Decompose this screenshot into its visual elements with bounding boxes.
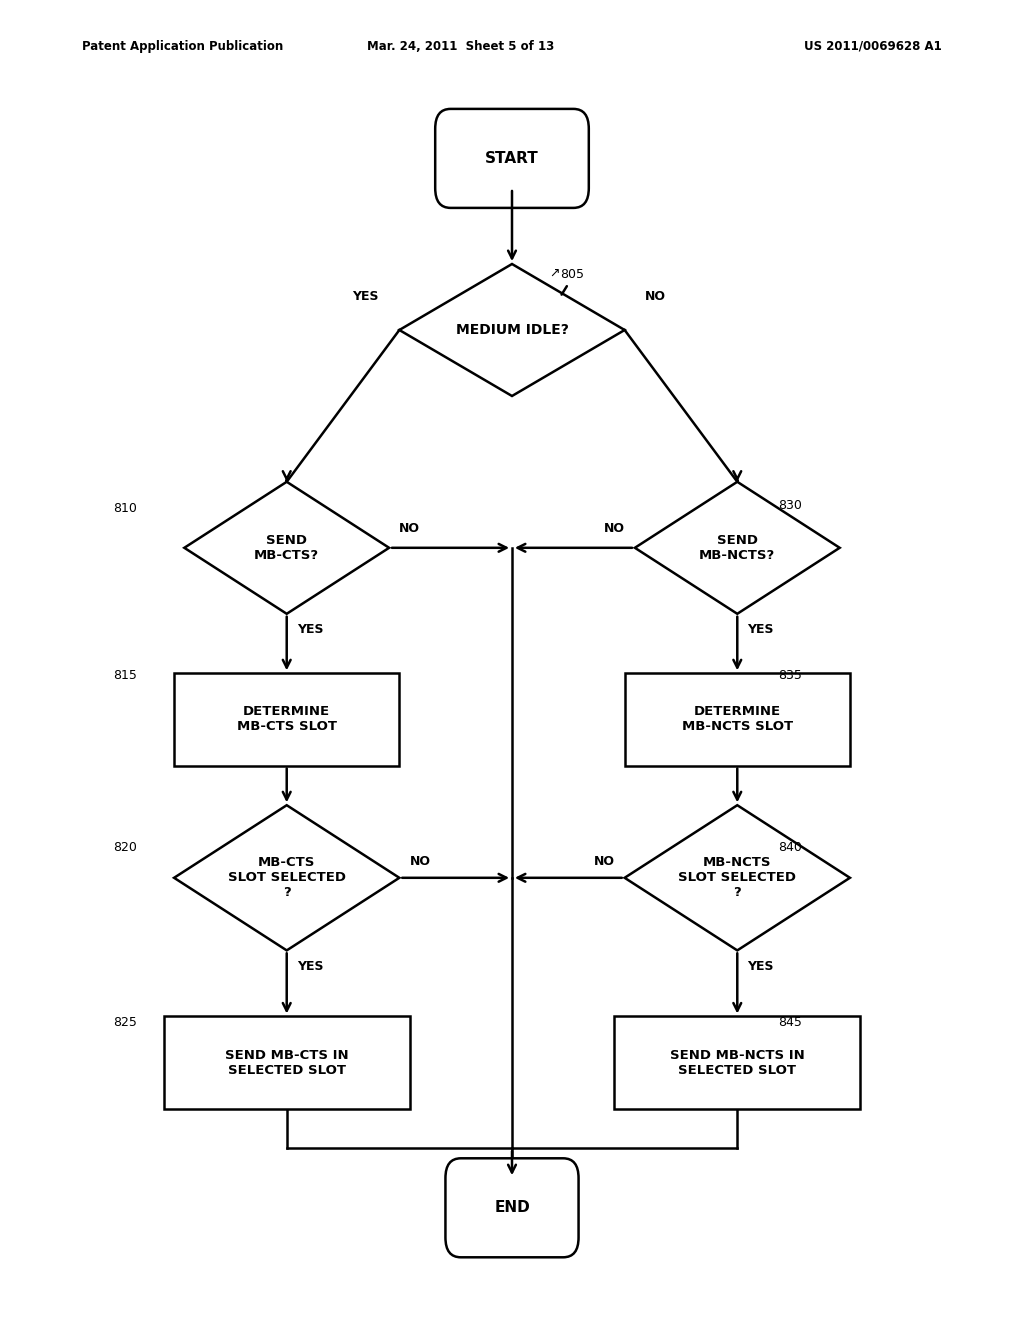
Text: YES: YES bbox=[297, 623, 324, 636]
Text: SEND MB-NCTS IN
SELECTED SLOT: SEND MB-NCTS IN SELECTED SLOT bbox=[670, 1048, 805, 1077]
Text: START: START bbox=[485, 150, 539, 166]
Text: NO: NO bbox=[410, 855, 431, 869]
Text: 840: 840 bbox=[778, 841, 802, 854]
Bar bbox=[614, 1016, 860, 1109]
Polygon shape bbox=[635, 482, 840, 614]
Text: US 2011/0069628 A1: US 2011/0069628 A1 bbox=[804, 40, 942, 53]
Text: FIG. 8A: FIG. 8A bbox=[469, 1237, 555, 1258]
Text: DETERMINE
MB-CTS SLOT: DETERMINE MB-CTS SLOT bbox=[237, 705, 337, 734]
Text: NO: NO bbox=[603, 521, 625, 535]
Text: NO: NO bbox=[399, 521, 421, 535]
Text: YES: YES bbox=[748, 623, 774, 636]
Text: 835: 835 bbox=[778, 669, 802, 682]
Polygon shape bbox=[399, 264, 625, 396]
Text: YES: YES bbox=[352, 290, 379, 304]
FancyBboxPatch shape bbox=[435, 110, 589, 207]
Text: YES: YES bbox=[297, 960, 324, 973]
Text: SEND MB-CTS IN
SELECTED SLOT: SEND MB-CTS IN SELECTED SLOT bbox=[225, 1048, 348, 1077]
Text: 830: 830 bbox=[778, 499, 802, 512]
Text: SEND
MB-CTS?: SEND MB-CTS? bbox=[254, 533, 319, 562]
Text: Patent Application Publication: Patent Application Publication bbox=[82, 40, 284, 53]
Text: $\nearrow$: $\nearrow$ bbox=[547, 267, 560, 280]
Text: NO: NO bbox=[645, 290, 667, 304]
Text: MB-NCTS
SLOT SELECTED
?: MB-NCTS SLOT SELECTED ? bbox=[678, 857, 797, 899]
Bar bbox=[164, 1016, 410, 1109]
Text: 825: 825 bbox=[113, 1016, 136, 1030]
Bar bbox=[625, 673, 850, 766]
Text: 810: 810 bbox=[113, 502, 136, 515]
Polygon shape bbox=[184, 482, 389, 614]
FancyBboxPatch shape bbox=[445, 1159, 579, 1257]
Bar bbox=[174, 673, 399, 766]
Text: END: END bbox=[495, 1200, 529, 1216]
Text: MEDIUM IDLE?: MEDIUM IDLE? bbox=[456, 323, 568, 337]
Polygon shape bbox=[174, 805, 399, 950]
Text: 815: 815 bbox=[113, 669, 136, 682]
Text: NO: NO bbox=[593, 855, 614, 869]
Text: 820: 820 bbox=[113, 841, 136, 854]
Text: MB-CTS
SLOT SELECTED
?: MB-CTS SLOT SELECTED ? bbox=[227, 857, 346, 899]
Text: DETERMINE
MB-NCTS SLOT: DETERMINE MB-NCTS SLOT bbox=[682, 705, 793, 734]
Text: YES: YES bbox=[748, 960, 774, 973]
Text: Mar. 24, 2011  Sheet 5 of 13: Mar. 24, 2011 Sheet 5 of 13 bbox=[368, 40, 554, 53]
Text: 805: 805 bbox=[560, 268, 584, 281]
Text: 845: 845 bbox=[778, 1016, 802, 1030]
Text: SEND
MB-NCTS?: SEND MB-NCTS? bbox=[699, 533, 775, 562]
Polygon shape bbox=[625, 805, 850, 950]
